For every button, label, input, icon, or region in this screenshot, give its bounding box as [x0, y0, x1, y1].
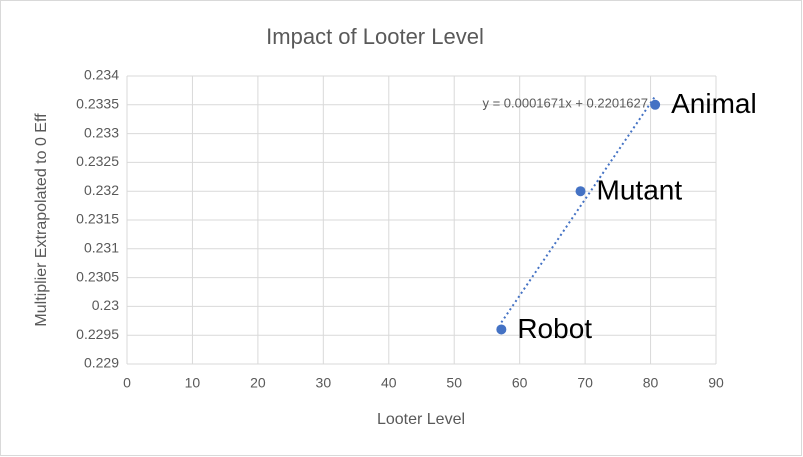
trendline-equation: y = 0.0001671x + 0.2201627	[482, 95, 648, 110]
point	[650, 99, 661, 110]
y-tick-label: 0.2315	[76, 211, 119, 227]
x-tick-label: 10	[185, 375, 201, 391]
y-tick-label: 0.2325	[76, 153, 119, 169]
point-label: Mutant	[597, 175, 683, 206]
y-tick-label: 0.234	[84, 67, 119, 83]
point	[575, 186, 586, 197]
x-tick-label: 40	[381, 375, 397, 391]
y-tick-label: 0.2305	[76, 268, 119, 284]
y-tick-label: 0.229	[84, 355, 119, 371]
x-tick-label: 90	[708, 375, 724, 391]
chart-title: Impact of Looter Level	[266, 24, 484, 49]
point-label: Robot	[517, 313, 592, 344]
point-label: Animal	[671, 88, 757, 119]
y-tick-label: 0.2295	[76, 326, 119, 342]
x-tick-label: 60	[512, 375, 528, 391]
y-tick-label: 0.231	[84, 240, 119, 256]
y-tick-label: 0.233	[84, 124, 119, 140]
y-tick-label: 0.232	[84, 182, 119, 198]
trendline	[500, 95, 656, 324]
x-tick-label: 80	[643, 375, 659, 391]
y-tick-label: 0.2335	[76, 96, 119, 112]
x-tick-label: 70	[577, 375, 593, 391]
y-axis-label: Multiplier Extrapolated to 0 Eff	[33, 113, 50, 327]
x-tick-label: 50	[446, 375, 462, 391]
x-tick-label: 30	[316, 375, 332, 391]
point	[496, 324, 507, 335]
x-tick-label: 0	[123, 375, 131, 391]
y-tick-label: 0.23	[92, 297, 119, 313]
x-axis-label: Looter Level	[377, 411, 465, 428]
x-tick-label: 20	[250, 375, 266, 391]
